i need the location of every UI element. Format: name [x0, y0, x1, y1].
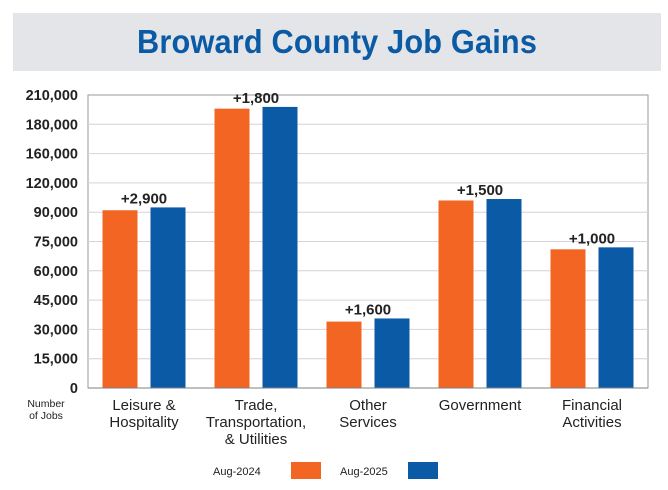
category-label: Government [439, 397, 522, 414]
legend-label: Aug-2025 [340, 466, 388, 478]
category-label: Services [339, 414, 397, 431]
bar-aug-2024 [438, 200, 474, 388]
y-tick-label: 75,000 [34, 235, 78, 251]
chart-title: Broward County Job Gains [136, 23, 538, 60]
y-tick-label: 15,000 [34, 352, 78, 368]
data-label: +1,500 [457, 182, 503, 199]
bar-aug-2025 [486, 199, 522, 388]
category-label: Activities [562, 414, 621, 431]
bar-aug-2024 [550, 249, 586, 388]
y-tick-label: 210,000 [26, 88, 78, 104]
bar-aug-2025 [262, 106, 298, 388]
y-tick-label: 60,000 [34, 264, 78, 280]
title-banner: Broward County Job Gains [13, 13, 661, 71]
y-tick-label: 160,000 [26, 147, 78, 163]
bar-aug-2024 [214, 108, 250, 388]
legend-swatch [291, 462, 321, 479]
category-label: Leisure & [112, 397, 175, 414]
y-tick-label: 45,000 [34, 293, 78, 309]
y-tick-label: 0 [70, 381, 78, 397]
data-label: +2,900 [121, 190, 167, 207]
category-label: Financial [562, 397, 622, 414]
bar-aug-2025 [374, 318, 410, 388]
category-label: Transportation, [206, 414, 306, 431]
y-tick-label: 120,000 [26, 176, 78, 192]
y-tick-label: 180,000 [26, 117, 78, 133]
data-label: +1,000 [569, 230, 615, 247]
legend-label: Aug-2024 [213, 466, 261, 478]
y-axis-label: of Jobs [29, 410, 63, 422]
bar-aug-2025 [598, 247, 634, 388]
bar-aug-2024 [102, 210, 138, 388]
y-tick-label: 90,000 [34, 205, 78, 221]
y-tick-label: 30,000 [34, 322, 78, 338]
bar-aug-2025 [150, 207, 186, 388]
category-label: & Utilities [225, 431, 288, 448]
bar-aug-2024 [326, 321, 362, 388]
legend-swatch [408, 462, 438, 479]
category-label: Other [349, 397, 387, 414]
category-label: Trade, [235, 397, 278, 414]
y-axis-label: Number [27, 398, 65, 410]
category-label: Hospitality [109, 414, 179, 431]
data-label: +1,800 [233, 90, 279, 107]
data-label: +1,600 [345, 301, 391, 318]
